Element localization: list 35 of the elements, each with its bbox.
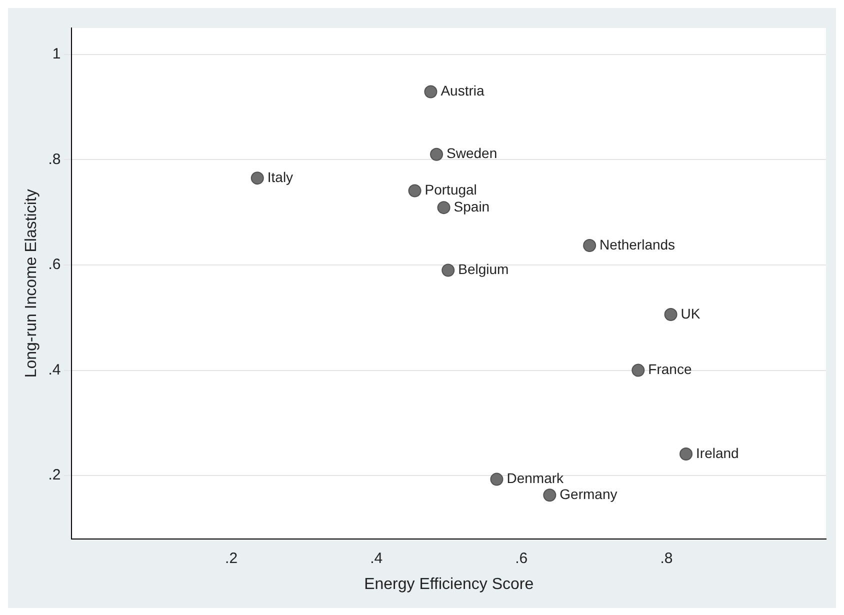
x-tick-label: .8 [660, 550, 673, 567]
annotation: Belgium [458, 261, 509, 278]
annotation: Ireland [696, 444, 739, 461]
point [250, 172, 264, 185]
annotation: Sweden [446, 145, 498, 162]
point [430, 148, 444, 161]
point [583, 238, 596, 252]
annotation: UK [680, 305, 701, 322]
annotation: Denmark [506, 470, 565, 486]
y-tick-label: .6 [48, 256, 61, 274]
annotation: Netherlands [600, 236, 676, 252]
annotation: Austria [440, 82, 485, 99]
x-axis-title: Energy Efficiency Score [364, 576, 534, 593]
x-tick-label: .2 [225, 550, 238, 567]
point [632, 364, 645, 377]
point [408, 184, 422, 198]
x-tick-label: .4 [370, 550, 383, 567]
point [543, 488, 556, 502]
point [490, 472, 504, 486]
point [437, 201, 450, 214]
point [680, 448, 693, 461]
y-tick-label: 1 [52, 45, 61, 62]
annotation: France [648, 361, 692, 378]
point [424, 85, 438, 98]
annotation: Italy [267, 168, 294, 185]
annotation: Spain [454, 198, 490, 214]
y-tick-label: .2 [48, 466, 61, 484]
y-tick-label: .4 [48, 361, 61, 378]
point [664, 308, 678, 321]
annotation: Portugal [424, 182, 477, 198]
y-tick-label: .8 [48, 150, 61, 168]
x-tick-label: .6 [515, 550, 528, 567]
y-axis-title: Long-run Income Elasticity [23, 189, 40, 378]
annotation: Germany [560, 486, 618, 502]
point [442, 264, 455, 277]
